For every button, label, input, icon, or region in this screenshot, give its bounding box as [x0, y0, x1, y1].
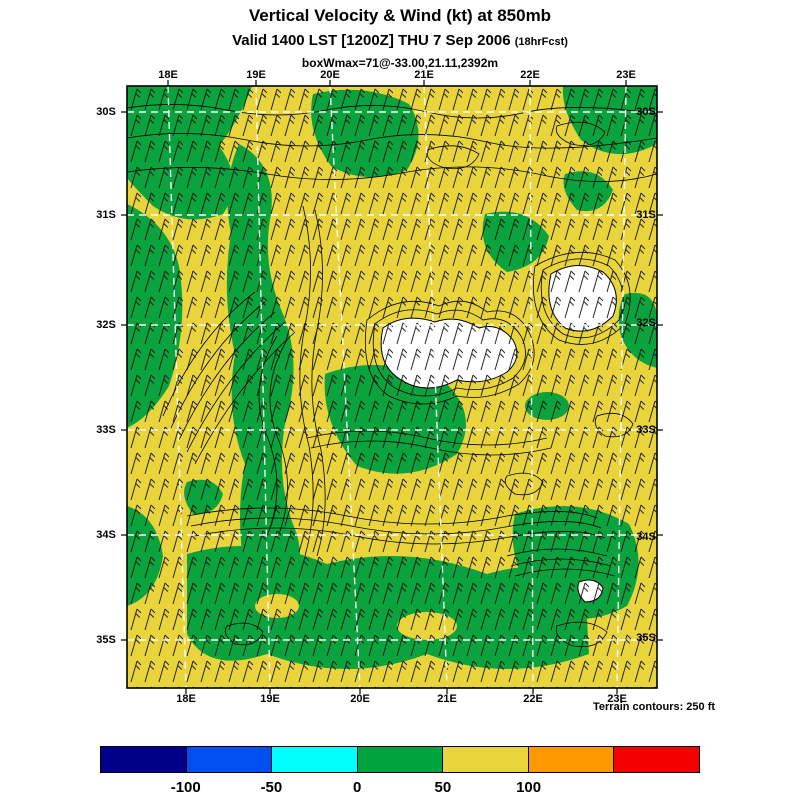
top-lon-label: 19E [246, 69, 266, 81]
bottom-lon-label: 21E [437, 693, 457, 705]
colorbar-segment [527, 746, 615, 773]
latlon-gridlines [127, 85, 657, 689]
bottom-lon-label: 18E [176, 693, 196, 705]
right-lat-label: 31S [636, 209, 656, 221]
chart-title: Vertical Velocity & Wind (kt) at 850mb [248, 6, 552, 25]
wind-barbs-overlay [127, 86, 657, 688]
axis-ticks [121, 80, 663, 694]
left-lat-label: 31S [96, 209, 116, 221]
left-lat-label: 30S [96, 106, 116, 118]
colorbar-segment [613, 746, 701, 773]
left-lat-label: 34S [96, 529, 116, 541]
colorbar [100, 746, 701, 773]
colorbar-tick: 0 [352, 779, 362, 796]
right-lat-label: 34S [636, 531, 656, 543]
valid-time-text: Valid 1400 LST [1200Z] THU 7 Sep 2006 [232, 32, 511, 49]
right-lat-label: 32S [636, 317, 656, 329]
colorbar-tick: -50 [260, 779, 283, 796]
colorbar-segment [442, 746, 529, 773]
bottom-lon-label: 22E [523, 693, 543, 705]
right-lat-label: 33S [636, 424, 656, 436]
left-lat-label: 35S [96, 634, 116, 646]
colorbar-tick-labels: -100 -50 0 50 100 [100, 779, 700, 799]
right-lat-label: 30S [636, 106, 656, 118]
terrain-contours-note: Terrain contours: 250 ft [593, 701, 716, 713]
top-lon-label: 21E [414, 69, 434, 81]
colorbar-segment [185, 746, 273, 773]
colorbar-segment [356, 746, 444, 773]
colorbar-segment [100, 746, 187, 773]
colorbar-tick: 50 [434, 779, 452, 796]
forecast-hour-note: (18hrFcst) [514, 36, 568, 48]
bottom-lon-label: 23E [607, 693, 627, 705]
colorbar-tick: 100 [516, 779, 542, 796]
wmax-annotation: boxWmax=71@-33.00,21.11,2392m [301, 56, 499, 70]
bottom-lon-label: 19E [260, 693, 280, 705]
top-lon-label: 20E [320, 69, 340, 81]
colorbar-segment [271, 746, 358, 773]
map-svg [121, 80, 663, 694]
colorbar-tick: -100 [170, 779, 201, 796]
right-lat-label: 35S [636, 632, 656, 644]
map-border [126, 85, 658, 689]
left-lat-label: 32S [96, 319, 116, 331]
valid-time-line: Valid 1400 LST [1200Z] THU 7 Sep 2006 (1… [0, 32, 800, 49]
left-lat-label: 33S [96, 424, 116, 436]
bottom-lon-label: 20E [350, 693, 370, 705]
top-lon-label: 23E [616, 69, 636, 81]
top-lon-label: 22E [520, 69, 540, 81]
top-lon-label: 18E [158, 69, 178, 81]
